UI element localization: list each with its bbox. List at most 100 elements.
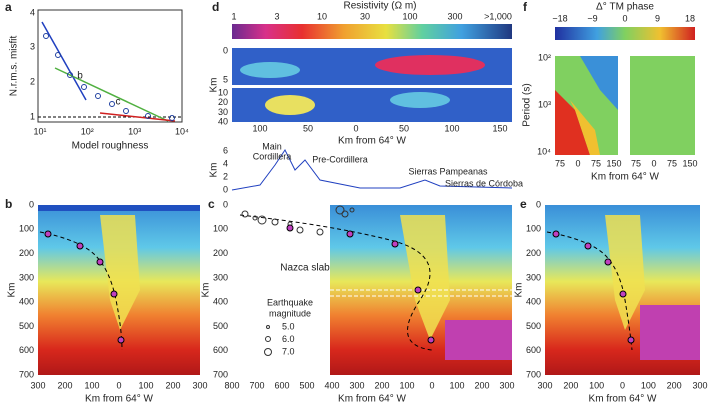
x-tick-label: 10⁴ (175, 126, 189, 136)
colorbar-tick: 0 (622, 13, 627, 23)
y-axis-label: Km (514, 283, 525, 298)
x-tick-label: 700 (249, 380, 264, 390)
x-tick-label: 200 (165, 380, 180, 390)
y-tick-label: 300 (213, 272, 228, 282)
panel-label: c (208, 197, 215, 211)
annotation: Sierras de Córdoba (445, 178, 523, 188)
y-tick-label: 300 (19, 272, 34, 282)
panel-a-plot (37, 9, 183, 123)
x-axis-label: Km from 64° W (338, 136, 406, 147)
y-tick-label: 300 (526, 272, 541, 282)
x-tick-label: 10² (81, 126, 94, 136)
y-tick-label: 4 (223, 158, 228, 168)
colorbar-tick: 30 (360, 11, 370, 21)
x-tick-label: 100 (589, 380, 604, 390)
x-tick-label: 0 (116, 380, 121, 390)
x-tick-label: 10¹ (33, 126, 46, 136)
y-tick-label: 0 (223, 184, 228, 194)
x-tick-label: 0 (651, 158, 656, 168)
y-tick-label: 2 (30, 76, 35, 86)
x-tick-label: 300 (537, 380, 552, 390)
x-tick-label: 200 (474, 380, 489, 390)
x-tick-label: 800 (224, 380, 239, 390)
y-tick-label: 600 (526, 345, 541, 355)
y-tick-label: 400 (19, 297, 34, 307)
annotation: Cordillera (253, 151, 292, 161)
colorbar-tick: 10 (317, 11, 327, 21)
colorbar-title: Resistivity (Ω m) (343, 1, 416, 12)
y-tick-label: 10⁴ (537, 146, 551, 156)
y-tick-label: 0 (536, 199, 541, 209)
y-axis-label: Km (209, 163, 220, 178)
colorbar-tick: 300 (447, 11, 462, 21)
panel-c-image (239, 205, 512, 375)
x-axis-label: Km from 64° W (85, 394, 153, 405)
legend-label: 7.0 (282, 346, 295, 356)
y-tick-label: 40 (218, 116, 228, 126)
x-tick-label: 200 (563, 380, 578, 390)
colorbar-tick: 1 (231, 11, 236, 21)
x-tick-label: 75 (591, 158, 601, 168)
x-tick-label: 300 (30, 380, 45, 390)
annotation: b (77, 71, 83, 82)
y-tick-label: 10 (218, 87, 228, 97)
annotation: Sierras Pampeanas (408, 166, 488, 176)
y-tick-label: 600 (19, 345, 34, 355)
x-axis-label: Model roughness (72, 141, 149, 152)
y-tick-label: 400 (526, 297, 541, 307)
y-tick-label: 4 (30, 7, 35, 17)
colorbar-tick: 3 (274, 11, 279, 21)
x-tick-label: 0 (575, 158, 580, 168)
x-tick-label: 100 (138, 380, 153, 390)
x-tick-label: 500 (299, 380, 314, 390)
y-tick-label: 10³ (538, 99, 551, 109)
annotation: c (116, 97, 121, 108)
panel-f-image (555, 27, 695, 155)
x-tick-label: 100 (252, 123, 267, 133)
y-tick-label: 30 (218, 107, 228, 117)
x-tick-label: 600 (274, 380, 289, 390)
panel-b-image (38, 205, 200, 375)
annotation: Main (262, 141, 282, 151)
y-tick-label: 700 (19, 369, 34, 379)
annotation: Pre-Cordillera (312, 154, 368, 164)
x-tick-label: 75 (667, 158, 677, 168)
x-tick-label: 150 (682, 158, 697, 168)
annotation: Nazca slab (280, 263, 330, 274)
y-axis-label: Period (s) (522, 83, 533, 126)
colorbar-tick: 9 (655, 13, 660, 23)
x-tick-label: 75 (631, 158, 641, 168)
y-tick-label: 20 (218, 97, 228, 107)
x-tick-label: 10³ (128, 126, 141, 136)
colorbar-tick: 18 (685, 13, 695, 23)
y-tick-label: 1 (30, 111, 35, 121)
x-tick-label: 300 (692, 380, 707, 390)
y-tick-label: 0 (223, 45, 228, 55)
y-tick-label: 0 (223, 199, 228, 209)
legend-title: Earthquake (267, 297, 313, 307)
y-axis-label: Km (201, 283, 212, 298)
panel-e-image (545, 205, 700, 375)
x-axis-label: Km from 64° W (591, 172, 659, 183)
x-tick-label: 100 (444, 123, 459, 133)
colorbar-title: Δ° TM phase (596, 2, 654, 13)
legend-title: magnitude (269, 308, 311, 318)
colorbar-tick: −18 (552, 13, 567, 23)
x-tick-label: 200 (374, 380, 389, 390)
y-tick-label: 500 (213, 321, 228, 331)
x-tick-label: 100 (399, 380, 414, 390)
y-axis-label: Km (7, 283, 18, 298)
x-tick-label: 75 (555, 158, 565, 168)
x-tick-label: 200 (57, 380, 72, 390)
x-tick-label: 150 (492, 123, 507, 133)
y-tick-label: 0 (29, 199, 34, 209)
legend-label: 6.0 (282, 334, 295, 344)
y-tick-label: 600 (213, 345, 228, 355)
x-tick-label: 400 (324, 380, 339, 390)
colorbar-tick: >1,000 (484, 11, 512, 21)
y-tick-label: 700 (526, 369, 541, 379)
y-tick-label: 200 (213, 248, 228, 258)
y-tick-label: 10² (538, 52, 551, 62)
x-tick-label: 50 (303, 123, 313, 133)
